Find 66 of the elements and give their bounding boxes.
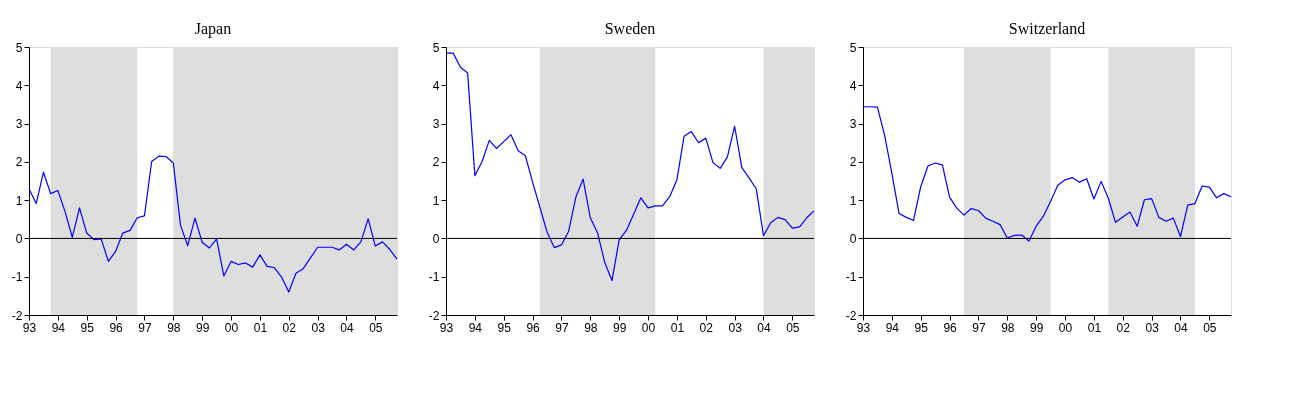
x-tick-label: 03 — [311, 320, 326, 335]
x-tick-label: 01 — [670, 320, 685, 335]
x-tick-label: 04 — [757, 320, 771, 335]
y-tick-label: -2 — [428, 308, 440, 323]
x-tick-label: 05 — [1203, 320, 1217, 335]
x-tick-label: 95 — [497, 320, 512, 335]
y-tick-label: 2 — [849, 155, 857, 170]
y-tick-label: 5 — [849, 40, 857, 55]
y-tick-label: 3 — [849, 117, 857, 132]
y-tick-label: 4 — [15, 78, 23, 93]
chart-title: Japan — [194, 20, 232, 38]
x-tick-label: 00 — [1058, 320, 1073, 335]
y-tick-label: 1 — [432, 193, 440, 208]
y-tick-label: 3 — [432, 117, 440, 132]
x-tick-label: 04 — [1174, 320, 1188, 335]
x-tick-label: 04 — [340, 320, 354, 335]
y-tick-label: -1 — [845, 270, 857, 285]
x-tick-label: 96 — [526, 320, 541, 335]
y-tick-label: 1 — [15, 193, 23, 208]
x-tick-label: 96 — [109, 320, 124, 335]
y-tick-label: -1 — [428, 270, 440, 285]
y-tick-label: 5 — [432, 40, 440, 55]
y-tick-label: 2 — [15, 155, 23, 170]
x-tick-label: 02 — [1116, 320, 1131, 335]
x-tick-label: 96 — [943, 320, 958, 335]
y-tick-label: 1 — [849, 193, 857, 208]
x-tick-label: 00 — [641, 320, 656, 335]
chart-title: Switzerland — [1008, 20, 1086, 37]
x-tick-label: 01 — [253, 320, 268, 335]
x-tick-label: 99 — [613, 320, 627, 335]
chart-title: Sweden — [604, 20, 656, 37]
x-tick-label: 94 — [51, 320, 66, 335]
y-tick-label: -2 — [11, 308, 23, 323]
x-tick-label: 98 — [584, 320, 598, 335]
x-tick-label: 00 — [224, 320, 239, 335]
x-tick-label: 99 — [1030, 320, 1044, 335]
x-tick-label: 94 — [885, 320, 900, 335]
x-tick-label: 98 — [1001, 320, 1015, 335]
x-tick-label: 02 — [282, 320, 297, 335]
y-tick-label: -1 — [11, 270, 23, 285]
x-tick-label: 95 — [914, 320, 929, 335]
y-tick-label: 4 — [432, 78, 440, 93]
x-tick-label: 03 — [1145, 320, 1160, 335]
x-tick-label: 02 — [699, 320, 714, 335]
y-tick-label: 4 — [849, 78, 857, 93]
x-tick-label: 97 — [138, 320, 152, 335]
x-tick-label: 98 — [167, 320, 181, 335]
x-tick-label: 05 — [369, 320, 383, 335]
x-tick-label: 94 — [468, 320, 483, 335]
x-tick-label: 93 — [439, 320, 454, 335]
y-tick-label: 2 — [432, 155, 440, 170]
x-tick-label: 93 — [856, 320, 871, 335]
y-tick-label: 0 — [15, 231, 23, 246]
x-tick-label: 01 — [1087, 320, 1102, 335]
x-tick-label: 95 — [80, 320, 95, 335]
x-tick-label: 05 — [786, 320, 800, 335]
x-tick-label: 99 — [196, 320, 210, 335]
y-tick-label: 3 — [15, 117, 23, 132]
y-tick-label: 0 — [849, 231, 857, 246]
y-tick-label: 5 — [15, 40, 23, 55]
x-tick-label: 97 — [972, 320, 986, 335]
x-tick-label: 93 — [22, 320, 37, 335]
y-tick-label: -2 — [845, 308, 857, 323]
x-tick-label: 03 — [728, 320, 743, 335]
y-tick-label: 0 — [432, 231, 440, 246]
x-tick-label: 97 — [555, 320, 569, 335]
